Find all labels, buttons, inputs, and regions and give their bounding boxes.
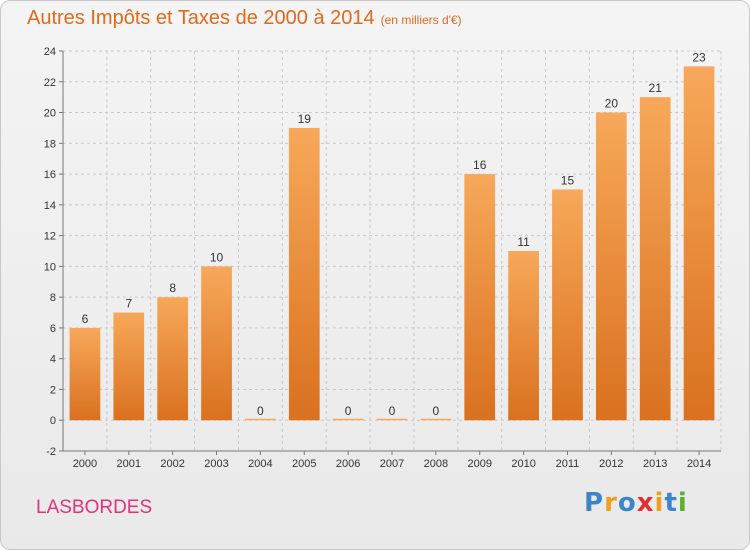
bar-2001 xyxy=(113,312,145,421)
bar-2003 xyxy=(201,266,232,421)
bar-2005 xyxy=(288,127,320,421)
value-label-2000: 6 xyxy=(82,312,89,326)
x-tick-label-2008: 2008 xyxy=(424,458,448,470)
value-labels: 6 7 8 10 0 19 0 0 0 16 11 15 20 21 23 xyxy=(82,50,706,418)
x-tick-label-2007: 2007 xyxy=(380,458,404,470)
value-label-2010: 11 xyxy=(517,235,530,249)
logo-letter: o xyxy=(617,488,637,518)
bar-2004 xyxy=(245,418,276,421)
bar-2000 xyxy=(69,327,101,421)
value-label-2006: 0 xyxy=(345,404,352,418)
value-label-2012: 20 xyxy=(605,97,619,111)
x-tick-label-2002: 2002 xyxy=(160,458,184,470)
logo-letter: i xyxy=(677,488,688,518)
value-label-2001: 7 xyxy=(125,297,132,311)
bar-2006 xyxy=(332,418,364,421)
value-label-2009: 16 xyxy=(473,158,487,172)
x-tick-label-2014: 2014 xyxy=(687,458,711,470)
chart-subtitle: (en milliers d'€) xyxy=(380,13,462,27)
place-name: LASBORDES xyxy=(36,497,153,518)
y-tick-label: -2 xyxy=(46,446,56,458)
y-tick-label: 8 xyxy=(50,292,56,304)
logo-letter: P xyxy=(584,488,605,518)
logo-letter: t xyxy=(664,488,678,518)
value-label-2011: 15 xyxy=(561,173,575,187)
logo-letter: x xyxy=(636,488,655,518)
value-label-2013: 21 xyxy=(649,81,663,95)
y-tick-label: 4 xyxy=(50,354,56,366)
x-tick-label-2010: 2010 xyxy=(511,458,535,470)
y-tick-label: 6 xyxy=(50,323,56,335)
bars xyxy=(69,66,715,421)
value-label-2002: 8 xyxy=(169,281,176,295)
bar-2007 xyxy=(376,418,408,421)
x-tick-label-2012: 2012 xyxy=(599,458,623,470)
y-tick-label: 12 xyxy=(44,231,56,243)
value-label-2003: 10 xyxy=(210,250,224,264)
logo-letter: i xyxy=(654,488,665,518)
proxiti-logo: Proxiti xyxy=(584,488,688,518)
y-tick-label: 2 xyxy=(50,384,56,396)
y-tick-label: 20 xyxy=(44,108,56,120)
bar-2012 xyxy=(595,112,627,421)
x-tick-label-2001: 2001 xyxy=(117,458,141,470)
y-tick-label: 10 xyxy=(44,261,56,273)
y-tick-label: 22 xyxy=(44,77,56,89)
value-label-2014: 23 xyxy=(692,50,706,64)
bar-2009 xyxy=(464,174,496,421)
x-tick-label-2004: 2004 xyxy=(248,458,272,470)
x-tick-label-2006: 2006 xyxy=(336,458,360,470)
logo-letter: r xyxy=(604,488,618,518)
y-tick-label: 0 xyxy=(50,415,56,427)
x-tick-label-2005: 2005 xyxy=(292,458,316,470)
x-tick-label-2011: 2011 xyxy=(556,458,580,470)
x-tick-label-2000: 2000 xyxy=(73,458,97,470)
x-tick-label-2013: 2013 xyxy=(643,458,667,470)
chart-title: Autres Impôts et Taxes de 2000 à 2014 (en… xyxy=(27,7,462,30)
value-label-2005: 19 xyxy=(298,112,312,126)
x-tick-label-2009: 2009 xyxy=(467,458,491,470)
y-tick-label: 18 xyxy=(44,138,56,150)
bar-2010 xyxy=(508,251,539,421)
x-tick-label-2003: 2003 xyxy=(204,458,228,470)
y-tick-label: 14 xyxy=(44,200,56,212)
axes xyxy=(59,50,721,455)
bar-2008 xyxy=(420,418,452,421)
value-label-2007: 0 xyxy=(389,404,396,418)
chart-title-text: Autres Impôts et Taxes de 2000 à 2014 xyxy=(27,7,375,29)
y-tick-label: 24 xyxy=(44,46,56,58)
bar-2002 xyxy=(157,297,189,421)
value-label-2004: 0 xyxy=(257,404,264,418)
y-tick-label: 16 xyxy=(44,169,56,181)
bar-2011 xyxy=(552,189,583,421)
bar-2014 xyxy=(683,66,715,421)
value-label-2008: 0 xyxy=(433,404,440,418)
bar-2013 xyxy=(639,97,671,421)
